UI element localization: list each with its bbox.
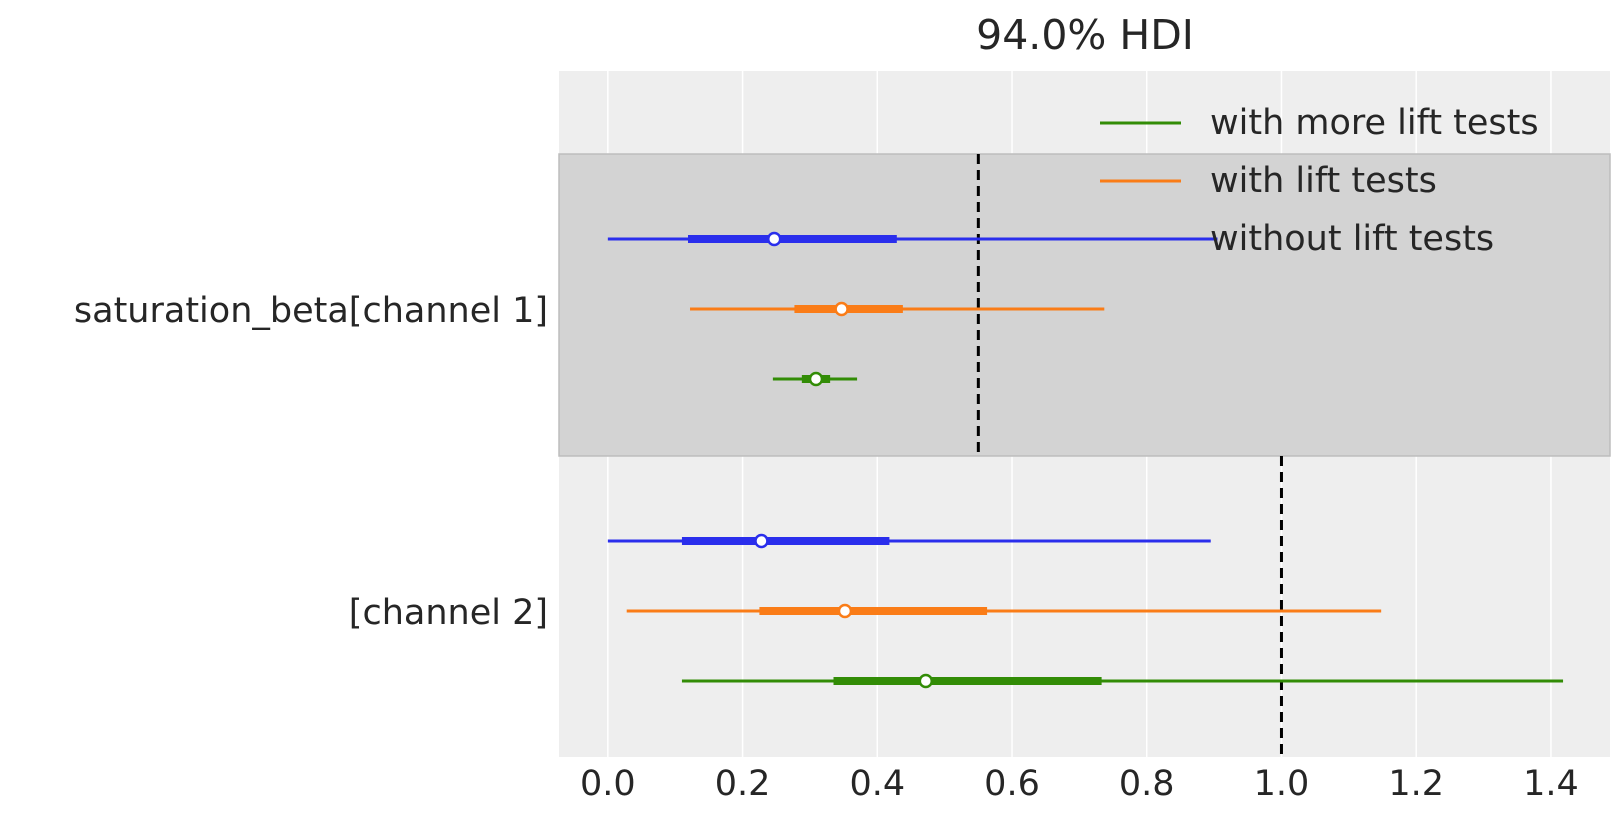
x-tick-label: 0.2 — [715, 764, 771, 804]
marks — [607, 154, 1564, 758]
median-point — [837, 603, 853, 619]
row-band — [558, 153, 1611, 457]
category-label: [channel 2] — [349, 593, 548, 633]
median-point — [834, 301, 849, 317]
median-point — [918, 673, 934, 689]
x-tick-label: 1.0 — [1254, 764, 1310, 804]
chart-title: 94.0% HDI — [976, 11, 1194, 59]
legend-label: with lift tests — [1210, 161, 1437, 201]
x-tick-label: 0.6 — [984, 764, 1040, 804]
x-tick-label: 1.4 — [1523, 764, 1579, 804]
median-point — [766, 231, 782, 247]
legend-label: without lift tests — [1210, 219, 1494, 259]
x-tick-label: 0.8 — [1119, 764, 1175, 804]
x-tick-label: 0.4 — [849, 764, 905, 804]
category-label: saturation_beta[channel 1] — [74, 291, 548, 331]
x-tick-label: 0.0 — [580, 764, 636, 804]
x-tick-label: 1.2 — [1388, 764, 1444, 804]
median-point — [754, 533, 769, 549]
legend-label: with more lift tests — [1210, 103, 1539, 143]
median-point — [808, 371, 824, 387]
